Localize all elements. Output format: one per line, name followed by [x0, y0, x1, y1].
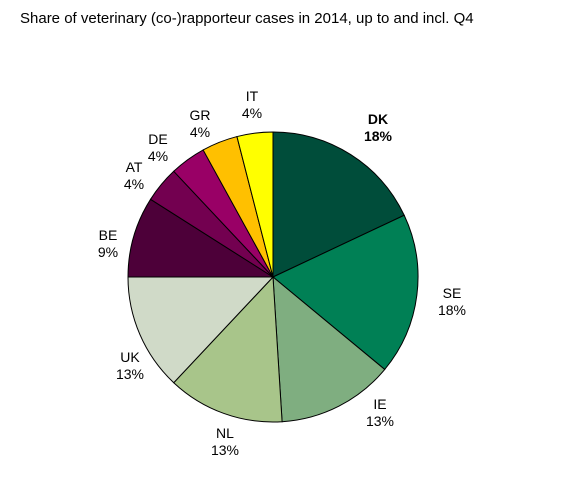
slice-label-it: IT 4% [242, 88, 262, 121]
pie-slice-nl [173, 275, 283, 423]
chart-title: Share of veterinary (co-)rapporteur case… [20, 10, 474, 27]
slice-label-gr: GR 4% [190, 107, 211, 140]
pie-slice-it [236, 131, 274, 278]
slice-label-be: BE 9% [98, 227, 118, 260]
pie-slice-dk [272, 131, 405, 278]
slice-label-dk: DK 18% [364, 111, 393, 144]
pie-slice-ie [272, 275, 386, 423]
slice-label-ie: IE 13% [366, 396, 394, 429]
slice-label-de: DE 4% [148, 131, 168, 164]
pie-slice-se [272, 214, 419, 371]
slice-label-uk: UK 13% [116, 349, 144, 382]
pie-slice-be [127, 198, 275, 278]
pie-slice-uk [127, 276, 275, 384]
slice-label-se: SE 18% [438, 285, 466, 318]
slice-label-at: AT 4% [124, 159, 144, 192]
slice-label-nl: NL 13% [211, 425, 239, 458]
